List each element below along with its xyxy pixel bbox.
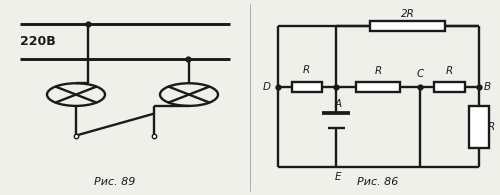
Text: C: C [416,69,424,79]
Bar [469,106,489,148]
Text: A: A [334,99,342,109]
Bar [292,82,322,92]
Text: R: R [303,66,310,75]
Text: Рис. 89: Рис. 89 [94,177,136,187]
Text: E: E [334,172,341,182]
Text: R: R [374,66,382,76]
Text: R: R [488,122,495,132]
Bar [356,82,400,92]
Text: 2R: 2R [400,9,414,19]
Text: Рис. 86: Рис. 86 [357,177,398,187]
Bar [434,82,465,92]
Text: R: R [446,66,453,76]
Text: D: D [263,82,271,92]
Text: B: B [484,82,491,92]
Text: 220В: 220В [20,35,56,48]
Bar [370,21,444,31]
